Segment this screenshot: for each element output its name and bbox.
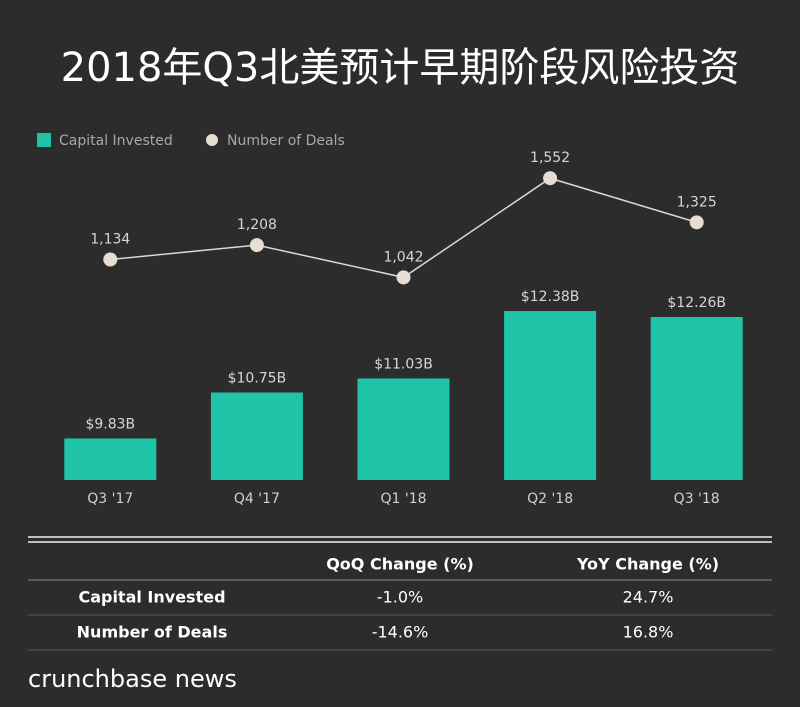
legend-swatch <box>206 134 218 146</box>
row-label: Number of Deals <box>77 623 228 642</box>
data-label: 1,042 <box>383 249 423 265</box>
legend-label: Capital Invested <box>59 133 173 149</box>
chart-title: 2018年Q3北美预计早期阶段风险投资 <box>61 45 740 91</box>
legend-label: Number of Deals <box>227 133 345 149</box>
row-label: Capital Invested <box>78 588 225 607</box>
brand: crunchbase news <box>28 665 237 693</box>
table-cell: 16.8% <box>623 623 674 642</box>
x-tick-label: Q4 '17 <box>234 491 280 507</box>
data-label: $12.26B <box>667 295 726 311</box>
line-point <box>396 270 411 285</box>
data-label: $9.83B <box>85 417 135 433</box>
x-tick-label: Q3 '18 <box>674 491 720 507</box>
line-point <box>103 252 118 267</box>
line-point <box>543 171 558 186</box>
x-tick-label: Q2 '18 <box>527 491 573 507</box>
bar <box>64 438 157 480</box>
bar <box>210 392 303 480</box>
bar <box>357 378 450 480</box>
table-cell: -14.6% <box>372 623 429 642</box>
line-point <box>249 238 264 253</box>
bar <box>650 317 743 480</box>
legend-swatch <box>37 133 51 147</box>
x-tick-label: Q3 '17 <box>87 491 133 507</box>
data-label: $10.75B <box>228 371 287 387</box>
table-cell: 24.7% <box>623 588 674 607</box>
table-cell: -1.0% <box>377 588 423 607</box>
bar <box>504 311 597 480</box>
x-tick-label: Q1 '18 <box>380 491 426 507</box>
data-label: 1,552 <box>530 150 570 166</box>
line-point <box>689 215 704 230</box>
table-header: YoY Change (%) <box>576 555 719 574</box>
data-label: $12.38B <box>521 289 580 305</box>
data-label: 1,208 <box>237 217 277 233</box>
data-label: 1,134 <box>90 232 130 248</box>
data-label: $11.03B <box>374 357 433 373</box>
data-label: 1,325 <box>677 194 717 210</box>
table-header: QoQ Change (%) <box>326 555 474 574</box>
